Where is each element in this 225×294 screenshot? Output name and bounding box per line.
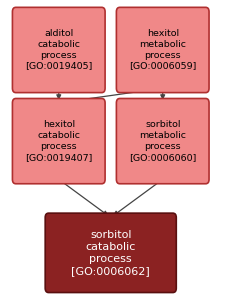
Text: hexitol
catabolic
process
[GO:0019407]: hexitol catabolic process [GO:0019407] xyxy=(25,121,92,162)
FancyBboxPatch shape xyxy=(116,7,208,93)
Text: sorbitol
catabolic
process
[GO:0006062]: sorbitol catabolic process [GO:0006062] xyxy=(71,230,149,276)
FancyBboxPatch shape xyxy=(12,98,105,184)
FancyBboxPatch shape xyxy=(45,213,176,293)
Text: alditol
catabolic
process
[GO:0019405]: alditol catabolic process [GO:0019405] xyxy=(25,29,92,71)
FancyBboxPatch shape xyxy=(116,98,208,184)
FancyBboxPatch shape xyxy=(12,7,105,93)
Text: hexitol
metabolic
process
[GO:0006059]: hexitol metabolic process [GO:0006059] xyxy=(128,29,196,71)
Text: sorbitol
metabolic
process
[GO:0006060]: sorbitol metabolic process [GO:0006060] xyxy=(128,121,196,162)
